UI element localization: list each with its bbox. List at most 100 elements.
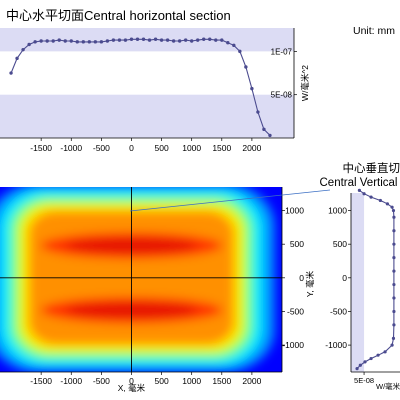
horizontal-x-tick-label: -1000 xyxy=(60,143,82,153)
horizontal-data-point xyxy=(159,38,164,42)
horizontal-data-point xyxy=(196,38,200,42)
horizontal-data-point xyxy=(27,42,31,47)
horizontal-data-point xyxy=(147,38,152,42)
vertical-data-point xyxy=(358,363,362,367)
vertical-y-tick-label: 0 xyxy=(342,273,347,283)
vertical-data-point xyxy=(357,188,361,192)
vertical-data-point xyxy=(385,202,389,206)
vertical-data-point xyxy=(391,336,396,340)
horizontal-data-point xyxy=(220,38,224,42)
horizontal-data-point xyxy=(208,37,212,41)
vertical-data-point xyxy=(392,296,396,300)
horizontal-x-tick-label: 2000 xyxy=(242,143,261,153)
heatmap-y-tick-label: -500 xyxy=(287,306,304,316)
horizontal-data-point xyxy=(117,38,122,42)
horizontal-data-point xyxy=(15,56,19,61)
horizontal-data-point xyxy=(93,40,98,44)
horizontal-data-point xyxy=(45,39,49,43)
horizontal-data-point xyxy=(9,71,13,75)
horizontal-data-point xyxy=(262,127,266,132)
horizontal-y-axis-label: W/毫米^2 xyxy=(300,65,310,101)
horizontal-x-tick-label: -500 xyxy=(93,143,110,153)
vertical-data-point xyxy=(392,309,396,314)
horizontal-data-point xyxy=(165,38,170,42)
heatmap-x-tick-label: 1000 xyxy=(182,376,201,386)
vertical-data-point xyxy=(391,208,396,213)
vertical-data-point xyxy=(392,269,396,273)
horizontal-data-point xyxy=(250,86,254,91)
horizontal-data-point xyxy=(189,39,194,43)
horizontal-data-point xyxy=(111,38,116,42)
horizontal-x-tick-label: 1000 xyxy=(182,143,201,153)
vertical-data-point xyxy=(355,367,359,371)
heatmap-y-tick-label: 1000 xyxy=(285,206,304,216)
horizontal-data-point xyxy=(81,40,86,44)
vertical-data-point xyxy=(392,256,396,260)
horizontal-data-point xyxy=(135,37,140,41)
horizontal-data-point xyxy=(256,110,260,114)
heatmap-y-tick-label: 0 xyxy=(299,273,304,283)
horizontal-data-point xyxy=(99,40,104,44)
vertical-band xyxy=(351,193,365,372)
horizontal-x-tick-label: 1500 xyxy=(212,143,231,153)
vertical-data-point xyxy=(369,356,373,361)
horizontal-data-point xyxy=(57,38,61,42)
vertical-data-point xyxy=(392,282,396,287)
horizontal-data-point xyxy=(141,37,146,41)
vertical-data-point xyxy=(392,215,396,219)
horizontal-data-point xyxy=(75,40,79,44)
vertical-data-point xyxy=(392,242,396,246)
horizontal-data-point xyxy=(183,38,188,42)
vertical-y-tick-label: 1000 xyxy=(328,206,347,216)
vertical-title-cn: 中心垂直切 xyxy=(342,163,400,175)
heatmap-x-tick-label: 0 xyxy=(129,376,134,386)
horizontal-data-point xyxy=(39,39,43,43)
heatmap-x-tick-label: 2000 xyxy=(242,376,261,386)
horizontal-section-chart: -1500 -1000 -500 0 500 1000 1500 2000 5E-08 1E-07… xyxy=(0,28,310,153)
horizontal-section-title: 中心水平切面Central horizontal section xyxy=(6,8,231,23)
unit-label: Unit: mm xyxy=(353,25,395,37)
vertical-data-point xyxy=(369,195,373,199)
vertical-data-point xyxy=(363,360,367,364)
heatmap-x-tick-label: -500 xyxy=(93,376,110,386)
heatmap-y-tick-label: 500 xyxy=(290,239,304,249)
heatmap-y-tick-label: -1000 xyxy=(282,340,304,350)
leader-line xyxy=(129,189,331,212)
vertical-data-point xyxy=(392,229,396,233)
vertical-title-en: Central Vertical xyxy=(319,177,398,189)
horizontal-band-lower xyxy=(0,94,294,138)
vertical-data-point xyxy=(392,323,396,327)
horizontal-data-point xyxy=(63,39,67,43)
horizontal-y-tick-label: 1E-07 xyxy=(271,47,293,56)
heatmap-y-axis-label: Y, 毫米 xyxy=(305,270,315,297)
heatmap-x-tick-label: -1000 xyxy=(60,376,82,386)
vertical-data-point xyxy=(378,198,382,203)
horizontal-data-point xyxy=(51,39,55,43)
vertical-data-point xyxy=(390,343,394,347)
heatmap-x-tick-label: 500 xyxy=(154,376,168,386)
horizontal-data-point xyxy=(238,49,242,54)
horizontal-data-point xyxy=(87,40,92,44)
horizontal-data-point xyxy=(153,37,158,41)
horizontal-data-point xyxy=(171,39,176,43)
horizontal-data-point xyxy=(202,37,206,41)
horizontal-x-tick-label: 0 xyxy=(129,143,134,153)
horizontal-data-point xyxy=(232,43,236,48)
heatmap-x-tick-label: 1500 xyxy=(212,376,231,386)
horizontal-data-point xyxy=(105,39,110,43)
vertical-data-point xyxy=(390,205,394,209)
vertical-y-tick-label: -1000 xyxy=(325,340,347,350)
horizontal-x-tick-label: 500 xyxy=(154,143,168,153)
heatmap-x-tick-label: -1500 xyxy=(30,376,52,386)
vertical-x-axis-label: W/毫米^2 xyxy=(376,381,400,391)
horizontal-data-point xyxy=(123,38,128,42)
horizontal-x-tick-label: -1500 xyxy=(30,143,52,153)
horizontal-data-point xyxy=(33,40,37,44)
horizontal-data-point xyxy=(177,39,182,43)
vertical-y-tick-label: 500 xyxy=(333,239,347,249)
horizontal-data-point xyxy=(129,37,134,41)
vertical-section-title: 中心垂直切 Central Vertical xyxy=(320,162,400,190)
horizontal-y-tick-label: 5E-08 xyxy=(271,91,293,100)
vertical-y-tick-label: -500 xyxy=(330,306,347,316)
